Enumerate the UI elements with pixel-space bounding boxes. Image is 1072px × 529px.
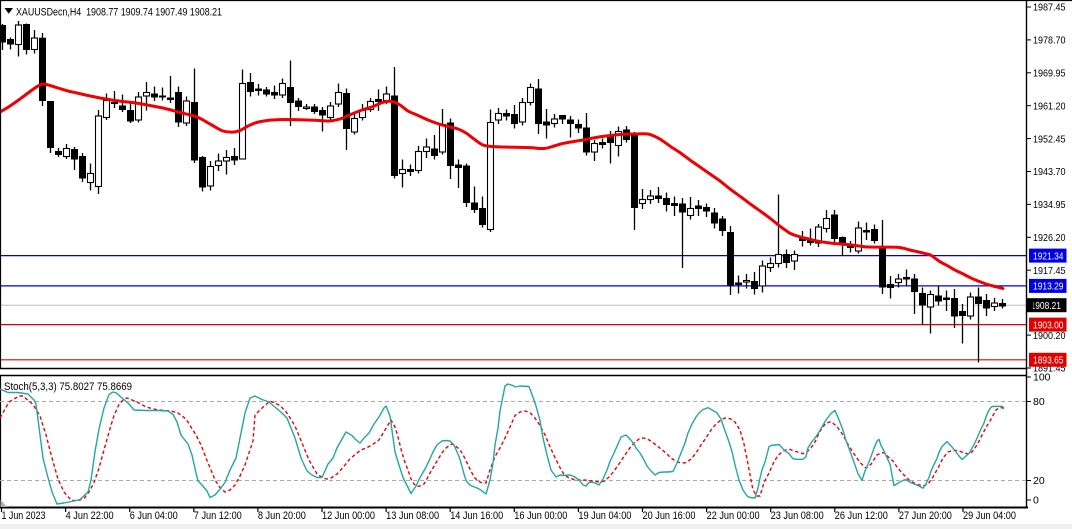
svg-text:1917.45: 1917.45: [1033, 265, 1066, 277]
svg-text:16 Jun 00:00: 16 Jun 00:00: [514, 510, 567, 522]
svg-text:1943.70: 1943.70: [1033, 166, 1066, 178]
svg-text:8 Jun 20:00: 8 Jun 20:00: [258, 510, 306, 522]
svg-text:1908.21: 1908.21: [1031, 300, 1062, 312]
svg-text:7 Jun 12:00: 7 Jun 12:00: [194, 510, 242, 522]
svg-text:1913.29: 1913.29: [1033, 281, 1064, 293]
svg-text:100: 100: [1033, 372, 1051, 384]
svg-text:22 Jun 00:00: 22 Jun 00:00: [707, 510, 760, 522]
svg-text:6 Jun 04:00: 6 Jun 04:00: [130, 510, 178, 522]
svg-text:20: 20: [1033, 475, 1045, 487]
svg-text:1 Jun 2023: 1 Jun 2023: [2, 510, 46, 522]
svg-text:27 Jun 20:00: 27 Jun 20:00: [899, 510, 952, 522]
svg-text:12 Jun 00:00: 12 Jun 00:00: [322, 510, 375, 522]
svg-text:0: 0: [1033, 495, 1039, 507]
svg-text:20 Jun 16:00: 20 Jun 16:00: [643, 510, 696, 522]
svg-text:13 Jun 08:00: 13 Jun 08:00: [386, 510, 439, 522]
svg-text:1961.20: 1961.20: [1033, 100, 1066, 112]
svg-text:19 Jun 04:00: 19 Jun 04:00: [578, 510, 631, 522]
svg-text:80: 80: [1033, 396, 1045, 408]
svg-text:1893.65: 1893.65: [1033, 355, 1064, 367]
svg-text:1969.95: 1969.95: [1033, 68, 1066, 80]
svg-text:4 Jun 22:00: 4 Jun 22:00: [66, 510, 114, 522]
svg-text:1987.45: 1987.45: [1033, 2, 1066, 14]
svg-text:Stoch(5,3,3) 75.8027 75.8669: Stoch(5,3,3) 75.8027 75.8669: [4, 381, 132, 393]
svg-text:1900.20: 1900.20: [1033, 330, 1066, 342]
svg-text:1978.70: 1978.70: [1033, 35, 1066, 47]
svg-text:29 Jun 04:00: 29 Jun 04:00: [963, 510, 1016, 522]
svg-text:1934.95: 1934.95: [1033, 199, 1066, 211]
svg-text:1926.20: 1926.20: [1033, 232, 1066, 244]
svg-text:1952.45: 1952.45: [1033, 133, 1066, 145]
svg-text:26 Jun 12:00: 26 Jun 12:00: [835, 510, 888, 522]
svg-text:23 Jun 08:00: 23 Jun 08:00: [771, 510, 824, 522]
svg-text:1903.00: 1903.00: [1033, 319, 1064, 331]
svg-text:14 Jun 16:00: 14 Jun 16:00: [450, 510, 503, 522]
svg-text:XAUUSDecn,H4 1908.77 1909.74: XAUUSDecn,H4 1908.77 1909.74 1907.49 190…: [16, 7, 222, 19]
svg-text:1921.34: 1921.34: [1033, 250, 1064, 262]
